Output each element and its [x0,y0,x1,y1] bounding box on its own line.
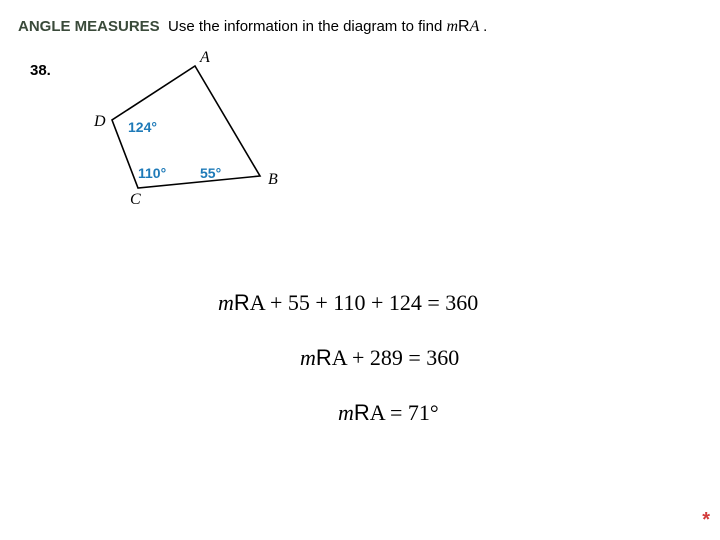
eq2-m: m [300,345,316,370]
angle-D-label: 124° [128,119,157,135]
vertex-C-label: C [130,191,141,208]
instruction-prefix: Use the information in the diagram to fi… [168,18,446,35]
section-title: ANGLE MEASURES [18,18,160,35]
equation-1: mRA + 55 + 110 + 124 = 360 [218,290,478,316]
target-angle-symbol: R [458,18,470,35]
quadrilateral-diagram: A D C B 124° 110° 55° [50,48,310,218]
eq3-m: m [338,400,354,425]
footer-asterisk-icon: * [702,509,710,532]
equation-2: mRA + 289 = 360 [300,345,459,371]
eq2-rest: A + 289 = 360 [332,345,460,370]
eq3-rest: A = 71° [370,400,439,425]
eq1-rest: A + 55 + 110 + 124 = 360 [250,290,479,315]
equation-3: mRA = 71° [338,400,439,426]
instruction-suffix: . [483,18,487,35]
target-expression: mRA [446,18,483,35]
eq1-m: m [218,290,234,315]
instruction-text: Use the information in the diagram to fi… [168,18,487,36]
problem-number: 38. [30,62,51,79]
eq2-angle-symbol: R [316,345,332,370]
angle-B-label: 55° [200,165,221,181]
eq1-angle-symbol: R [234,290,250,315]
eq3-angle-symbol: R [354,400,370,425]
vertex-D-label: D [93,113,106,130]
vertex-A-label: A [199,49,210,66]
vertex-B-label: B [268,171,278,188]
target-A: A [470,18,479,35]
angle-C-label: 110° [138,165,166,181]
target-m: m [446,18,458,35]
